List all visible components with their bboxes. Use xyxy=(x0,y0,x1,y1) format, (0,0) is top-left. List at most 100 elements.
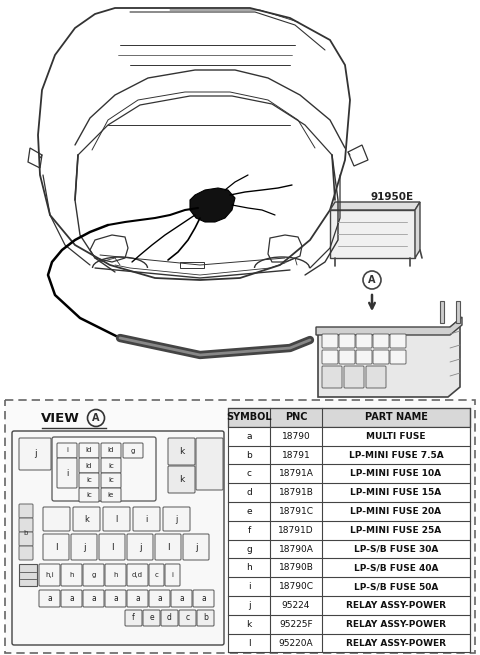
Bar xyxy=(228,577,470,596)
FancyBboxPatch shape xyxy=(168,438,195,465)
Text: SYMBOL: SYMBOL xyxy=(226,413,272,422)
Text: k: k xyxy=(84,514,89,523)
Bar xyxy=(228,464,470,483)
Text: j: j xyxy=(83,542,85,552)
FancyBboxPatch shape xyxy=(12,431,224,645)
Text: a: a xyxy=(47,594,52,603)
Text: j: j xyxy=(139,542,141,552)
Text: PART NAME: PART NAME xyxy=(365,413,427,422)
Text: l: l xyxy=(248,639,250,648)
Text: 95224: 95224 xyxy=(282,601,310,610)
FancyBboxPatch shape xyxy=(79,473,99,488)
Bar xyxy=(228,615,470,633)
Bar xyxy=(228,408,470,427)
Text: LP-MINI FUSE 25A: LP-MINI FUSE 25A xyxy=(350,526,442,534)
Text: f: f xyxy=(132,614,135,622)
Bar xyxy=(228,559,470,577)
Text: ic: ic xyxy=(86,477,92,483)
Polygon shape xyxy=(330,210,415,258)
FancyBboxPatch shape xyxy=(356,350,372,364)
FancyBboxPatch shape xyxy=(61,564,82,586)
FancyBboxPatch shape xyxy=(5,400,475,653)
Text: ld: ld xyxy=(86,462,92,468)
Text: a: a xyxy=(135,594,140,603)
Text: i: i xyxy=(66,447,68,453)
Text: i: i xyxy=(248,582,250,591)
FancyBboxPatch shape xyxy=(39,590,60,607)
FancyBboxPatch shape xyxy=(322,334,338,348)
Text: l: l xyxy=(111,542,113,552)
FancyBboxPatch shape xyxy=(79,458,99,473)
FancyBboxPatch shape xyxy=(165,564,180,586)
FancyBboxPatch shape xyxy=(39,564,60,586)
Text: h,i: h,i xyxy=(45,572,54,578)
FancyBboxPatch shape xyxy=(373,334,389,348)
FancyBboxPatch shape xyxy=(127,564,148,586)
FancyBboxPatch shape xyxy=(339,350,355,364)
Text: MULTI FUSE: MULTI FUSE xyxy=(366,432,426,441)
FancyBboxPatch shape xyxy=(390,334,406,348)
Text: LP-MINI FUSE 10A: LP-MINI FUSE 10A xyxy=(350,469,442,478)
FancyBboxPatch shape xyxy=(99,534,125,560)
FancyBboxPatch shape xyxy=(105,564,126,586)
Text: 18791C: 18791C xyxy=(278,507,313,516)
Text: a: a xyxy=(246,432,252,441)
FancyBboxPatch shape xyxy=(163,507,190,531)
Text: LP-S/B FUSE 50A: LP-S/B FUSE 50A xyxy=(354,582,438,591)
Text: j: j xyxy=(248,601,250,610)
Text: c: c xyxy=(155,572,158,578)
Text: g: g xyxy=(246,544,252,553)
Text: h: h xyxy=(246,563,252,572)
FancyBboxPatch shape xyxy=(356,334,372,348)
Text: ie: ie xyxy=(108,492,114,498)
Polygon shape xyxy=(318,319,460,397)
Text: VIEW: VIEW xyxy=(41,411,80,424)
Text: c: c xyxy=(247,469,252,478)
Bar xyxy=(228,596,470,615)
Text: 18791B: 18791B xyxy=(278,488,313,497)
Text: RELAY ASSY-POWER: RELAY ASSY-POWER xyxy=(346,639,446,648)
Bar xyxy=(228,483,470,502)
FancyBboxPatch shape xyxy=(322,350,338,364)
Bar xyxy=(228,540,470,559)
Text: g: g xyxy=(131,447,135,453)
Polygon shape xyxy=(330,202,420,210)
FancyBboxPatch shape xyxy=(19,564,37,586)
FancyBboxPatch shape xyxy=(101,443,121,458)
Bar xyxy=(228,445,470,464)
Text: h: h xyxy=(69,572,74,578)
FancyBboxPatch shape xyxy=(61,590,82,607)
Text: LP-MINI FUSE 20A: LP-MINI FUSE 20A xyxy=(350,507,442,516)
Text: RELAY ASSY-POWER: RELAY ASSY-POWER xyxy=(346,620,446,629)
Text: ld: ld xyxy=(108,447,114,453)
Text: 95225F: 95225F xyxy=(279,620,313,629)
Text: d: d xyxy=(167,614,172,622)
Text: l: l xyxy=(167,542,169,552)
FancyBboxPatch shape xyxy=(57,458,77,488)
FancyBboxPatch shape xyxy=(43,507,70,531)
Polygon shape xyxy=(456,301,460,323)
Text: LP-S/B FUSE 40A: LP-S/B FUSE 40A xyxy=(354,563,438,572)
FancyBboxPatch shape xyxy=(133,507,160,531)
Text: k: k xyxy=(179,475,184,484)
FancyBboxPatch shape xyxy=(339,334,355,348)
FancyBboxPatch shape xyxy=(43,534,69,560)
Text: PNC: PNC xyxy=(285,413,307,422)
Text: c: c xyxy=(185,614,190,622)
Text: k: k xyxy=(246,620,252,629)
Text: A: A xyxy=(368,275,376,285)
Bar xyxy=(228,502,470,521)
FancyBboxPatch shape xyxy=(57,443,77,458)
FancyBboxPatch shape xyxy=(196,438,223,490)
Text: b: b xyxy=(24,530,28,536)
Text: b: b xyxy=(246,451,252,460)
FancyBboxPatch shape xyxy=(79,443,99,458)
FancyBboxPatch shape xyxy=(197,610,214,626)
Text: LP-S/B FUSE 30A: LP-S/B FUSE 30A xyxy=(354,544,438,553)
Bar xyxy=(228,521,470,540)
Text: ld: ld xyxy=(86,447,92,453)
FancyBboxPatch shape xyxy=(19,546,33,560)
Text: a: a xyxy=(157,594,162,603)
FancyBboxPatch shape xyxy=(125,610,142,626)
Text: 18791: 18791 xyxy=(282,451,311,460)
